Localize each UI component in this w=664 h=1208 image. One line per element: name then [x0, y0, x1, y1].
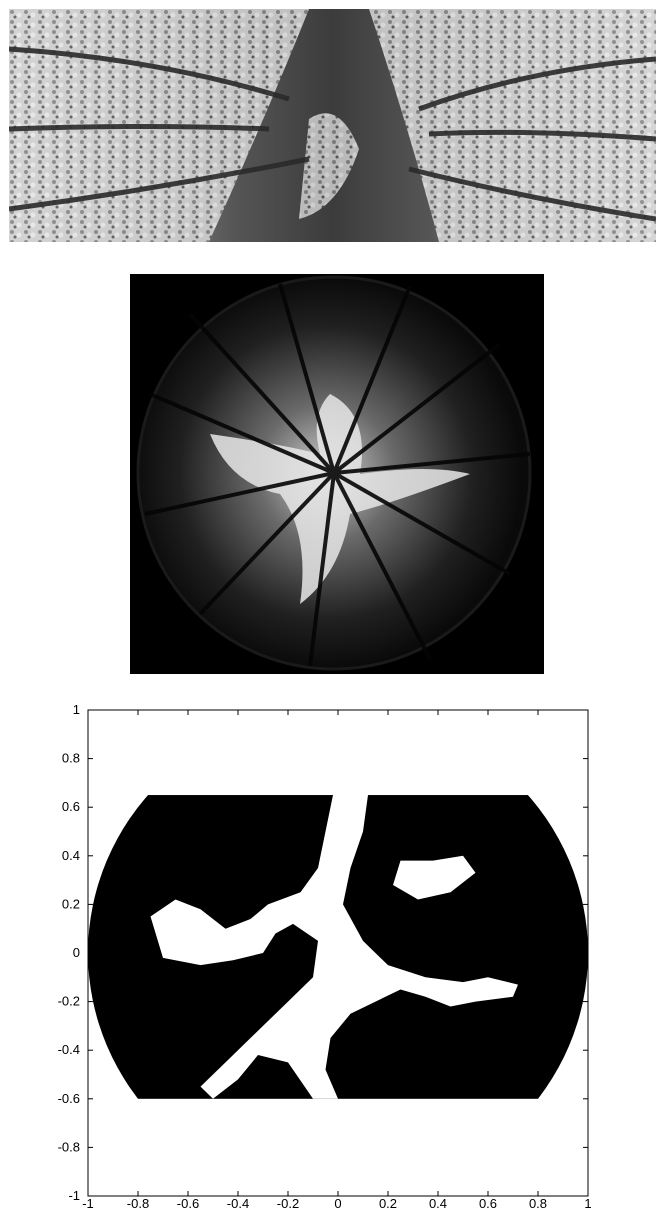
y-tick-label: -0.4 — [58, 1042, 80, 1057]
x-tick-label: 0.8 — [529, 1196, 547, 1208]
x-tick-label: 0.2 — [379, 1196, 397, 1208]
mask-group — [88, 795, 588, 1099]
binary-mask-plot: -1 -0.8 -0.6 -0.4 -0.2 0 0.2 0.4 0.6 0.8 1 1 0.8 0.6 0… — [0, 700, 664, 1208]
x-tick-label: 0 — [334, 1196, 341, 1208]
panorama-image — [9, 9, 656, 242]
y-tick-label: -0.6 — [58, 1091, 80, 1106]
y-tick-label: 0.8 — [62, 751, 80, 766]
binary-mask-svg: -1 -0.8 -0.6 -0.4 -0.2 0 0.2 0.4 0.6 0.8 1 1 0.8 0.6 0… — [58, 702, 592, 1208]
y-tick-label: 0.6 — [62, 799, 80, 814]
x-tick-label: 1 — [584, 1196, 591, 1208]
x-tick-label: -0.8 — [127, 1196, 149, 1208]
x-tick-label: 0.4 — [429, 1196, 447, 1208]
x-tick-label: -1 — [82, 1196, 94, 1208]
y-tick-label: 0.4 — [62, 848, 80, 863]
y-tick-label: -0.8 — [58, 1139, 80, 1154]
y-tick-label: 1 — [73, 702, 80, 717]
panorama-svg — [9, 9, 656, 242]
y-tick-label: 0.2 — [62, 896, 80, 911]
gap-region-0 — [150, 795, 518, 1099]
x-tick-label: -0.4 — [227, 1196, 249, 1208]
fisheye-image — [130, 274, 544, 674]
x-tick-label: 0.6 — [479, 1196, 497, 1208]
x-tick-label: -0.6 — [177, 1196, 199, 1208]
x-tick-label: -0.2 — [277, 1196, 299, 1208]
y-tick-label: 0 — [73, 945, 80, 960]
fisheye-svg — [130, 274, 544, 674]
gap-region-1 — [393, 855, 476, 900]
y-tick-label: -0.2 — [58, 994, 80, 1009]
y-tick-label: -1 — [68, 1188, 80, 1203]
